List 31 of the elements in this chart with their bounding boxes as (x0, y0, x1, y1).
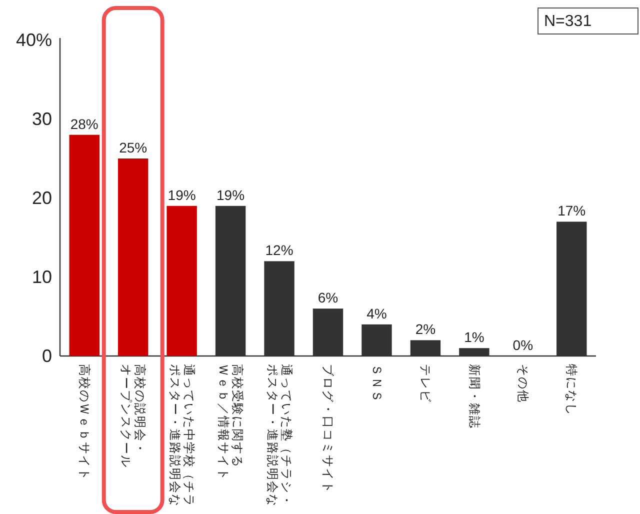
bar (118, 158, 148, 356)
x-tick-label: 高校の説明会・オープンスクール (119, 364, 148, 468)
data-label: 25% (119, 140, 148, 156)
x-tick-label: 通っていた中学校（チラポスター・進路説明会な (168, 364, 196, 507)
text: N=331 (544, 13, 592, 30)
x-tick-label: その他 (516, 364, 530, 403)
data-label: 0% (512, 337, 534, 353)
data-label: 6% (318, 290, 338, 306)
x-tick-label: ＳＮＳ (370, 364, 384, 403)
data-label: 1% (464, 329, 484, 346)
bar (166, 206, 197, 356)
data-label: 12% (265, 242, 294, 258)
x-tick-label: 特になし (564, 364, 579, 416)
x-tick-label: ブログ・口コミサイト (321, 364, 336, 494)
x-tick-label: 新聞・雑誌 (467, 364, 482, 429)
y-tick-label: 20 (32, 188, 52, 208)
data-label: 2% (415, 321, 436, 338)
x-tick-label: テレビ (418, 364, 433, 403)
x-tick-label: 高校のＷｅｂサイト (77, 364, 92, 481)
data-label: 28% (70, 116, 98, 132)
x-tick-label: 通っていた塾（チラシ・ポスター・進路説明会な (265, 364, 294, 507)
data-label: 19% (168, 186, 196, 203)
data-label: 17% (558, 202, 586, 219)
data-label: 19% (216, 186, 245, 203)
bar (69, 134, 100, 356)
data-label: 4% (366, 305, 387, 322)
y-tick-label: 0 (42, 346, 52, 366)
y-tick-label: 40% (16, 30, 52, 50)
y-tick-label: 10 (32, 267, 52, 287)
y-tick-label: 30 (32, 109, 52, 129)
x-tick-label: 高校受験に関するＷｅｂ／情報サイト (216, 364, 245, 481)
